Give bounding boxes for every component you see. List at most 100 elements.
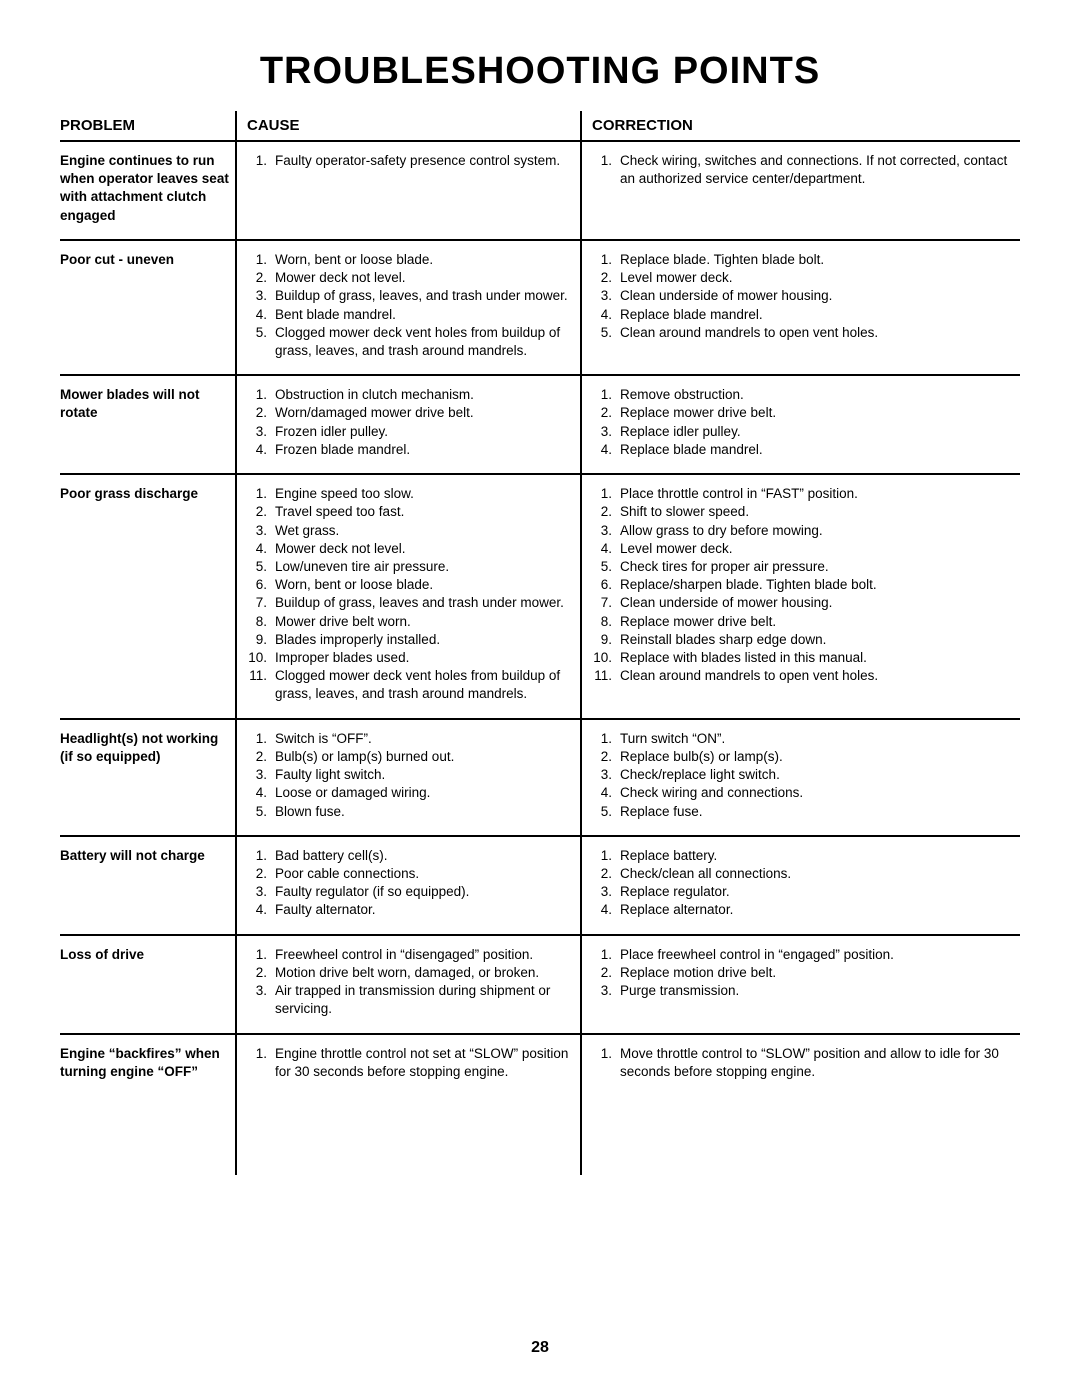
item-number: 1.	[247, 847, 275, 865]
cause-cell: 1.Switch is “OFF”.2.Bulb(s) or lamp(s) b…	[235, 720, 580, 835]
item-text: Clean around mandrels to open vent holes…	[620, 667, 1010, 685]
item-text: Level mower deck.	[620, 269, 1010, 287]
item-number: 3.	[247, 423, 275, 441]
item-text: Poor cable connections.	[275, 865, 570, 883]
item-number: 3.	[247, 982, 275, 1000]
list-item: 1.Place freewheel control in “engaged” p…	[592, 946, 1010, 964]
list-item: 1.Faulty operator-safety presence contro…	[247, 152, 570, 170]
list-item: 3.Clean underside of mower housing.	[592, 287, 1010, 305]
item-text: Allow grass to dry before mowing.	[620, 522, 1010, 540]
item-text: Clogged mower deck vent holes from build…	[275, 667, 570, 703]
list-item: 5.Blown fuse.	[247, 803, 570, 821]
item-text: Improper blades used.	[275, 649, 570, 667]
list-item: 1.Turn switch “ON”.	[592, 730, 1010, 748]
list-item: 4.Level mower deck.	[592, 540, 1010, 558]
list-item: 6.Replace/sharpen blade. Tighten blade b…	[592, 576, 1010, 594]
item-number: 1.	[592, 730, 620, 748]
header-cause: CAUSE	[235, 111, 580, 140]
item-number: 4.	[592, 901, 620, 919]
list-item: 4.Replace blade mandrel.	[592, 306, 1010, 324]
item-number: 1.	[247, 946, 275, 964]
item-text: Air trapped in transmission during shipm…	[275, 982, 570, 1018]
list-item: 3.Faulty light switch.	[247, 766, 570, 784]
cause-cell: 1.Engine throttle control not set at “SL…	[235, 1035, 580, 1095]
item-number: 4.	[592, 306, 620, 324]
table-row: Engine “backfires” when turning engine “…	[60, 1035, 1020, 1095]
table-row: Loss of drive1.Freewheel control in “dis…	[60, 936, 1020, 1035]
list-item: 2.Level mower deck.	[592, 269, 1010, 287]
item-number: 6.	[247, 576, 275, 594]
item-text: Switch is “OFF”.	[275, 730, 570, 748]
list-item: 3.Allow grass to dry before mowing.	[592, 522, 1010, 540]
item-number: 1.	[592, 485, 620, 503]
problem-cell: Headlight(s) not working (if so equipped…	[60, 720, 235, 835]
item-number: 3.	[247, 287, 275, 305]
list-item: 10.Replace with blades listed in this ma…	[592, 649, 1010, 667]
item-text: Mower deck not level.	[275, 269, 570, 287]
list-item: 10.Improper blades used.	[247, 649, 570, 667]
item-text: Check wiring and connections.	[620, 784, 1010, 802]
list-item: 2.Replace motion drive belt.	[592, 964, 1010, 982]
item-text: Remove obstruction.	[620, 386, 1010, 404]
list-item: 4.Frozen blade mandrel.	[247, 441, 570, 459]
list-item: 3.Frozen idler pulley.	[247, 423, 570, 441]
list-item: 4.Loose or damaged wiring.	[247, 784, 570, 802]
item-text: Replace battery.	[620, 847, 1010, 865]
list-item: 1.Switch is “OFF”.	[247, 730, 570, 748]
list-item: 3.Wet grass.	[247, 522, 570, 540]
item-number: 2.	[247, 404, 275, 422]
item-number: 4.	[247, 901, 275, 919]
table-header-row: PROBLEM CAUSE CORRECTION	[60, 111, 1020, 142]
list-item: 5.Clogged mower deck vent holes from bui…	[247, 324, 570, 360]
cause-cell: 1.Engine speed too slow.2.Travel speed t…	[235, 475, 580, 718]
item-number: 5.	[247, 803, 275, 821]
item-text: Frozen blade mandrel.	[275, 441, 570, 459]
list-item: 1.Replace battery.	[592, 847, 1010, 865]
list-item: 5.Replace fuse.	[592, 803, 1010, 821]
item-text: Check/replace light switch.	[620, 766, 1010, 784]
item-text: Faulty regulator (if so equipped).	[275, 883, 570, 901]
item-number: 1.	[592, 1045, 620, 1063]
item-text: Bad battery cell(s).	[275, 847, 570, 865]
list-item: 1.Engine throttle control not set at “SL…	[247, 1045, 570, 1081]
item-number: 4.	[247, 441, 275, 459]
item-text: Replace idler pulley.	[620, 423, 1010, 441]
item-number: 4.	[247, 540, 275, 558]
item-text: Clean underside of mower housing.	[620, 287, 1010, 305]
correction-cell: 1.Replace blade. Tighten blade bolt.2.Le…	[580, 241, 1020, 374]
item-number: 1.	[592, 847, 620, 865]
item-text: Mower deck not level.	[275, 540, 570, 558]
item-number: 2.	[592, 865, 620, 883]
item-number: 3.	[247, 522, 275, 540]
item-number: 8.	[247, 613, 275, 631]
item-number: 7.	[247, 594, 275, 612]
list-item: 2.Poor cable connections.	[247, 865, 570, 883]
item-text: Clean around mandrels to open vent holes…	[620, 324, 1010, 342]
item-number: 1.	[592, 251, 620, 269]
list-item: 6.Worn, bent or loose blade.	[247, 576, 570, 594]
item-number: 4.	[592, 540, 620, 558]
problem-cell: Mower blades will not rotate	[60, 376, 235, 473]
item-text: Faulty light switch.	[275, 766, 570, 784]
item-number: 3.	[592, 982, 620, 1000]
item-text: Engine throttle control not set at “SLOW…	[275, 1045, 570, 1081]
list-item: 4.Check wiring and connections.	[592, 784, 1010, 802]
item-text: Reinstall blades sharp edge down.	[620, 631, 1010, 649]
list-item: 7.Buildup of grass, leaves and trash und…	[247, 594, 570, 612]
page-title: TROUBLESHOOTING POINTS	[60, 50, 1020, 93]
item-text: Replace fuse.	[620, 803, 1010, 821]
problem-cell: Battery will not charge	[60, 837, 235, 934]
item-number: 3.	[247, 766, 275, 784]
list-item: 1.Check wiring, switches and connections…	[592, 152, 1010, 188]
item-number: 8.	[592, 613, 620, 631]
item-text: Replace mower drive belt.	[620, 613, 1010, 631]
list-item: 2.Travel speed too fast.	[247, 503, 570, 521]
list-item: 2.Shift to slower speed.	[592, 503, 1010, 521]
item-text: Clogged mower deck vent holes from build…	[275, 324, 570, 360]
list-item: 8.Replace mower drive belt.	[592, 613, 1010, 631]
item-text: Replace blade. Tighten blade bolt.	[620, 251, 1010, 269]
item-number: 3.	[592, 287, 620, 305]
list-item: 3.Replace idler pulley.	[592, 423, 1010, 441]
list-item: 4.Mower deck not level.	[247, 540, 570, 558]
list-item: 4.Bent blade mandrel.	[247, 306, 570, 324]
